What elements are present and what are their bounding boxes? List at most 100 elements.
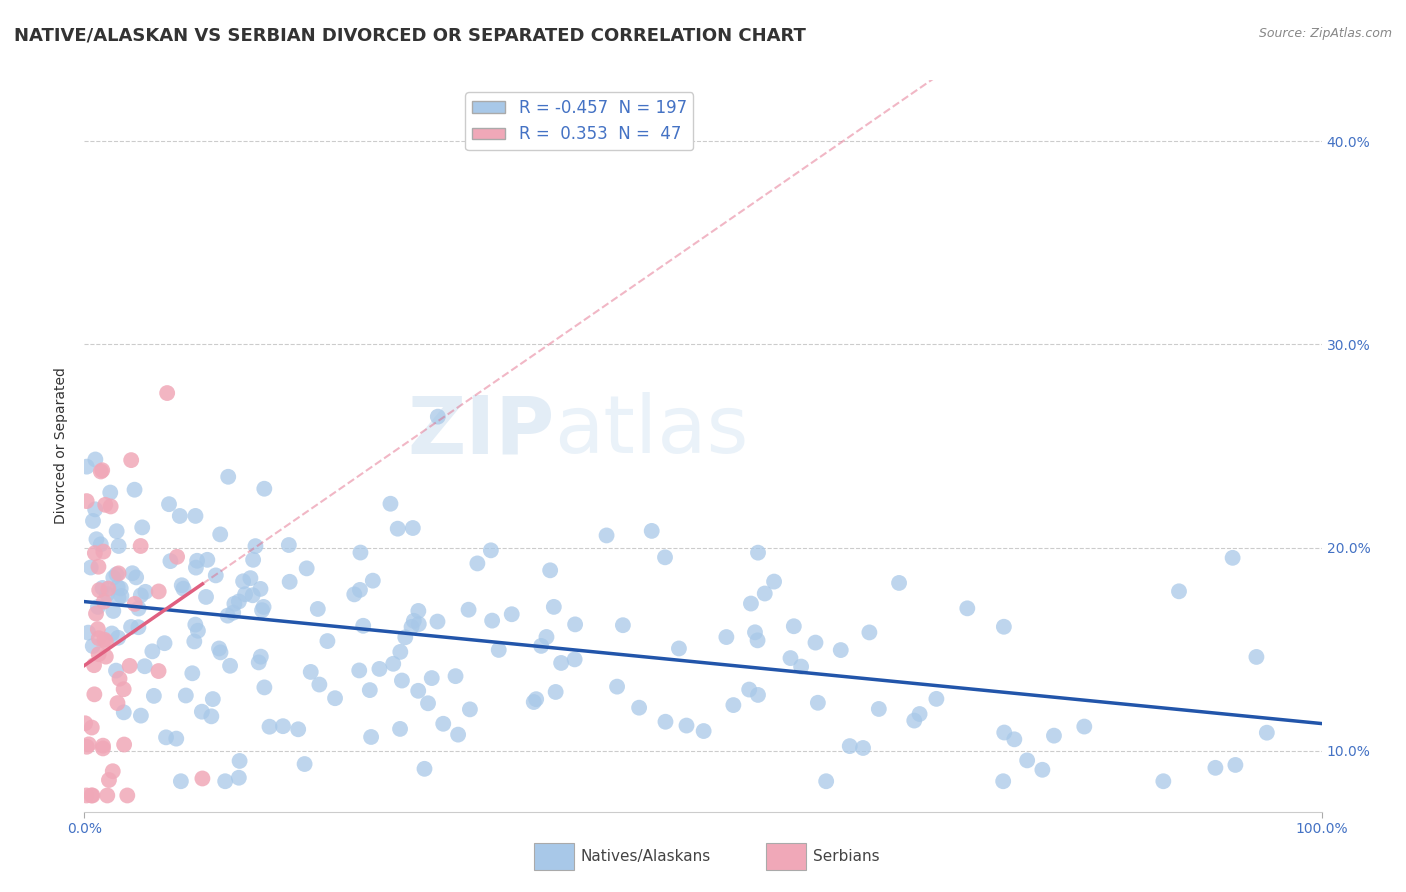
Point (838, 739, 860, 753)
Point (93, 594, 115, 608)
Point (723, 698, 745, 712)
Point (815, 774, 838, 789)
Point (172, 582, 194, 596)
Point (858, 625, 880, 640)
Point (467, 557, 489, 571)
Point (84, 452, 107, 467)
Point (90, 537, 112, 551)
Point (361, 574, 384, 588)
Point (479, 543, 502, 558)
Text: Source: ZipAtlas.com: Source: ZipAtlas.com (1258, 27, 1392, 40)
Point (271, 719, 294, 733)
Point (420, 671, 443, 685)
Point (675, 718, 697, 732)
Point (343, 587, 366, 601)
Point (754, 586, 776, 600)
Point (908, 706, 931, 721)
Point (83, 546, 105, 560)
Point (94, 498, 117, 512)
Point (550, 656, 572, 670)
Text: ZIP: ZIP (408, 392, 554, 470)
Point (91, 581, 114, 595)
Point (239, 571, 262, 585)
Point (90, 465, 112, 479)
Point (87, 622, 110, 636)
Point (543, 599, 565, 614)
Point (107, 631, 129, 645)
Point (747, 546, 769, 560)
Point (278, 574, 301, 589)
Point (406, 683, 429, 698)
Point (536, 630, 558, 644)
Point (87, 599, 110, 614)
Point (1246, 649, 1268, 664)
Point (125, 570, 148, 584)
Point (402, 614, 425, 628)
Point (807, 696, 830, 710)
Point (124, 597, 146, 611)
Point (120, 453, 142, 467)
Point (134, 584, 156, 599)
Point (287, 723, 309, 737)
Point (738, 682, 761, 697)
Point (316, 634, 339, 648)
Point (187, 624, 209, 638)
Point (75, 716, 97, 731)
Point (387, 522, 409, 536)
Text: atlas: atlas (554, 392, 749, 470)
Point (76, 789, 98, 803)
Point (191, 705, 214, 719)
Point (97, 772, 120, 787)
Point (91, 739, 114, 753)
Point (195, 590, 218, 604)
Point (165, 731, 187, 746)
Point (228, 771, 250, 785)
Point (277, 538, 299, 552)
Point (349, 664, 371, 678)
Point (170, 578, 193, 592)
Point (249, 649, 271, 664)
Point (97, 582, 120, 596)
Point (86, 533, 108, 547)
Point (101, 626, 124, 640)
Point (852, 741, 875, 756)
Point (170, 774, 193, 789)
Point (295, 561, 318, 575)
Point (129, 588, 152, 602)
Point (501, 607, 523, 622)
Point (107, 539, 129, 553)
Point (108, 672, 131, 686)
Point (93, 632, 115, 647)
Point (169, 508, 191, 523)
Point (606, 680, 628, 694)
Point (668, 641, 690, 656)
Point (77, 737, 100, 751)
Point (740, 597, 762, 611)
Point (299, 665, 322, 679)
Point (389, 722, 412, 736)
Point (413, 762, 436, 776)
Point (382, 657, 405, 671)
Point (401, 620, 423, 634)
Point (1222, 550, 1244, 565)
Point (830, 643, 852, 657)
Point (1152, 774, 1174, 789)
Point (628, 700, 651, 714)
Point (201, 692, 224, 706)
Point (77, 625, 100, 640)
Point (103, 571, 125, 585)
Point (105, 567, 128, 582)
Point (98, 485, 121, 500)
Point (174, 689, 197, 703)
Point (209, 527, 232, 541)
Point (408, 617, 430, 632)
Point (391, 673, 413, 688)
Point (82, 639, 104, 653)
Point (112, 738, 135, 752)
Point (219, 658, 242, 673)
Point (153, 636, 176, 650)
Point (148, 584, 170, 599)
Point (159, 554, 181, 568)
Point (654, 714, 676, 729)
Point (96, 587, 118, 601)
